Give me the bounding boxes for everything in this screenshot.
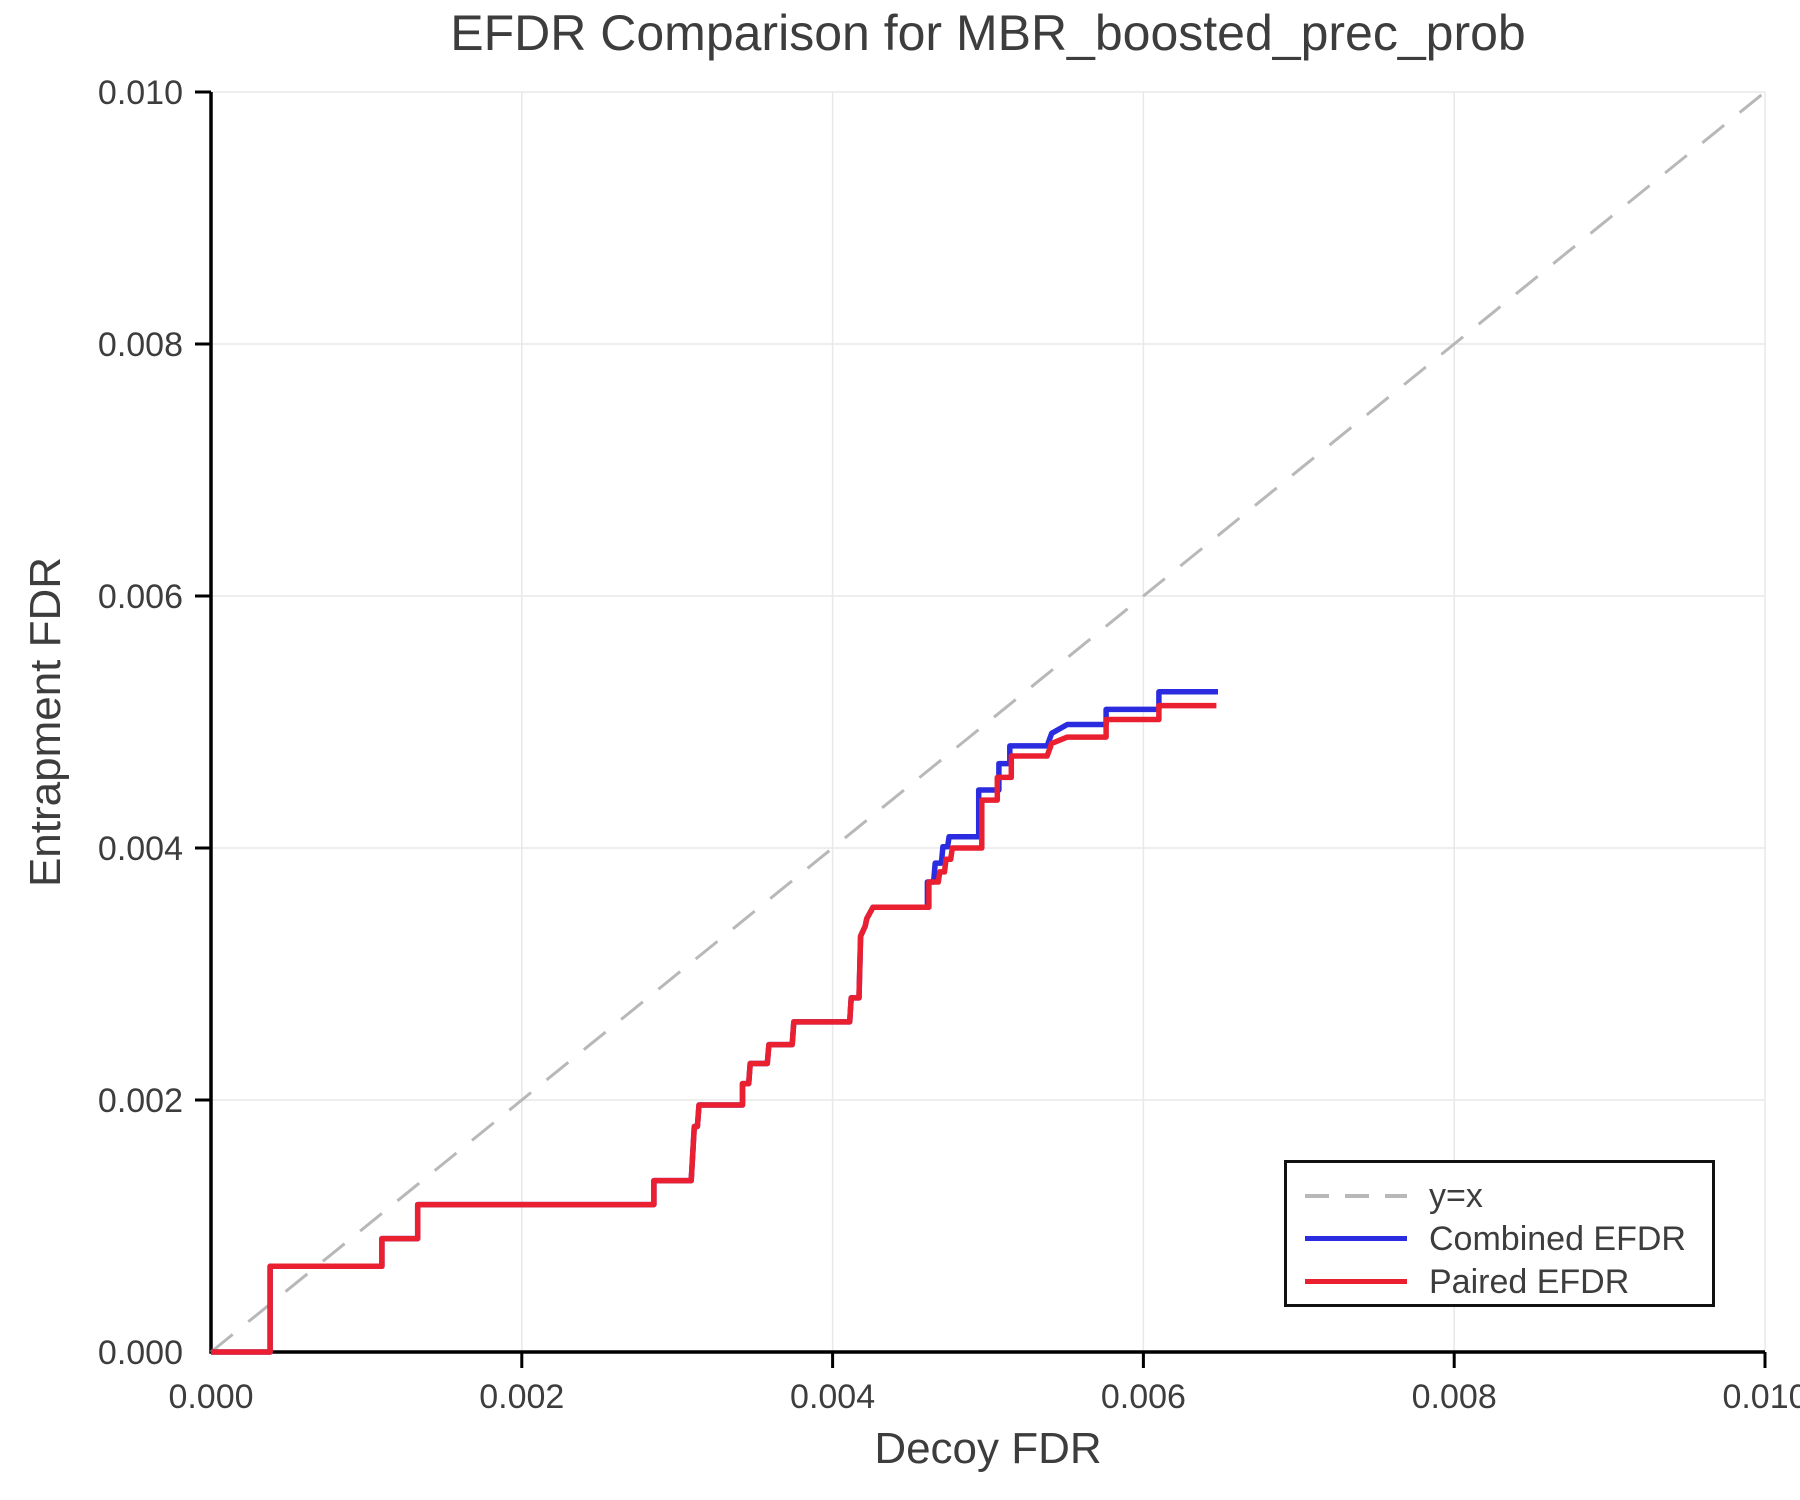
legend-item-yx: y=x <box>1305 1175 1712 1216</box>
dashed-line-sample <box>1305 1193 1407 1198</box>
legend-label: Combined EFDR <box>1429 1219 1686 1258</box>
legend-box: y=x Combined EFDR Paired EFDR <box>1284 1160 1715 1307</box>
y-tick-label: 0.006 <box>98 578 183 616</box>
x-tick-label: 0.006 <box>1101 1378 1186 1416</box>
x-tick-label: 0.002 <box>479 1378 564 1416</box>
legend-label: Paired EFDR <box>1429 1262 1630 1301</box>
series-combined-efdr <box>211 689 1218 1355</box>
y-tick-label: 0.002 <box>98 1082 183 1120</box>
x-axis-label: Decoy FDR <box>874 1424 1102 1473</box>
legend-label: y=x <box>1429 1176 1483 1215</box>
x-tick-label: 0.010 <box>1722 1378 1800 1416</box>
y-axis-label: Entrapment FDR <box>21 556 70 888</box>
x-tick-label: 0.004 <box>790 1378 875 1416</box>
y-tick-label: 0.010 <box>98 74 183 112</box>
legend-item-paired: Paired EFDR <box>1305 1261 1712 1302</box>
combined-line-sample <box>1305 1236 1407 1241</box>
y-tick-label: 0.004 <box>98 830 183 868</box>
chart-title: EFDR Comparison for MBR_boosted_prec_pro… <box>450 5 1526 61</box>
x-tick-label: 0.008 <box>1412 1378 1497 1416</box>
paired-line-sample <box>1305 1279 1407 1284</box>
series-paired-efdr <box>211 702 1217 1355</box>
y-tick-label: 0.000 <box>98 1334 183 1372</box>
x-tick-label: 0.000 <box>168 1378 253 1416</box>
legend-item-combined: Combined EFDR <box>1305 1218 1712 1259</box>
y-tick-label: 0.008 <box>98 326 183 364</box>
